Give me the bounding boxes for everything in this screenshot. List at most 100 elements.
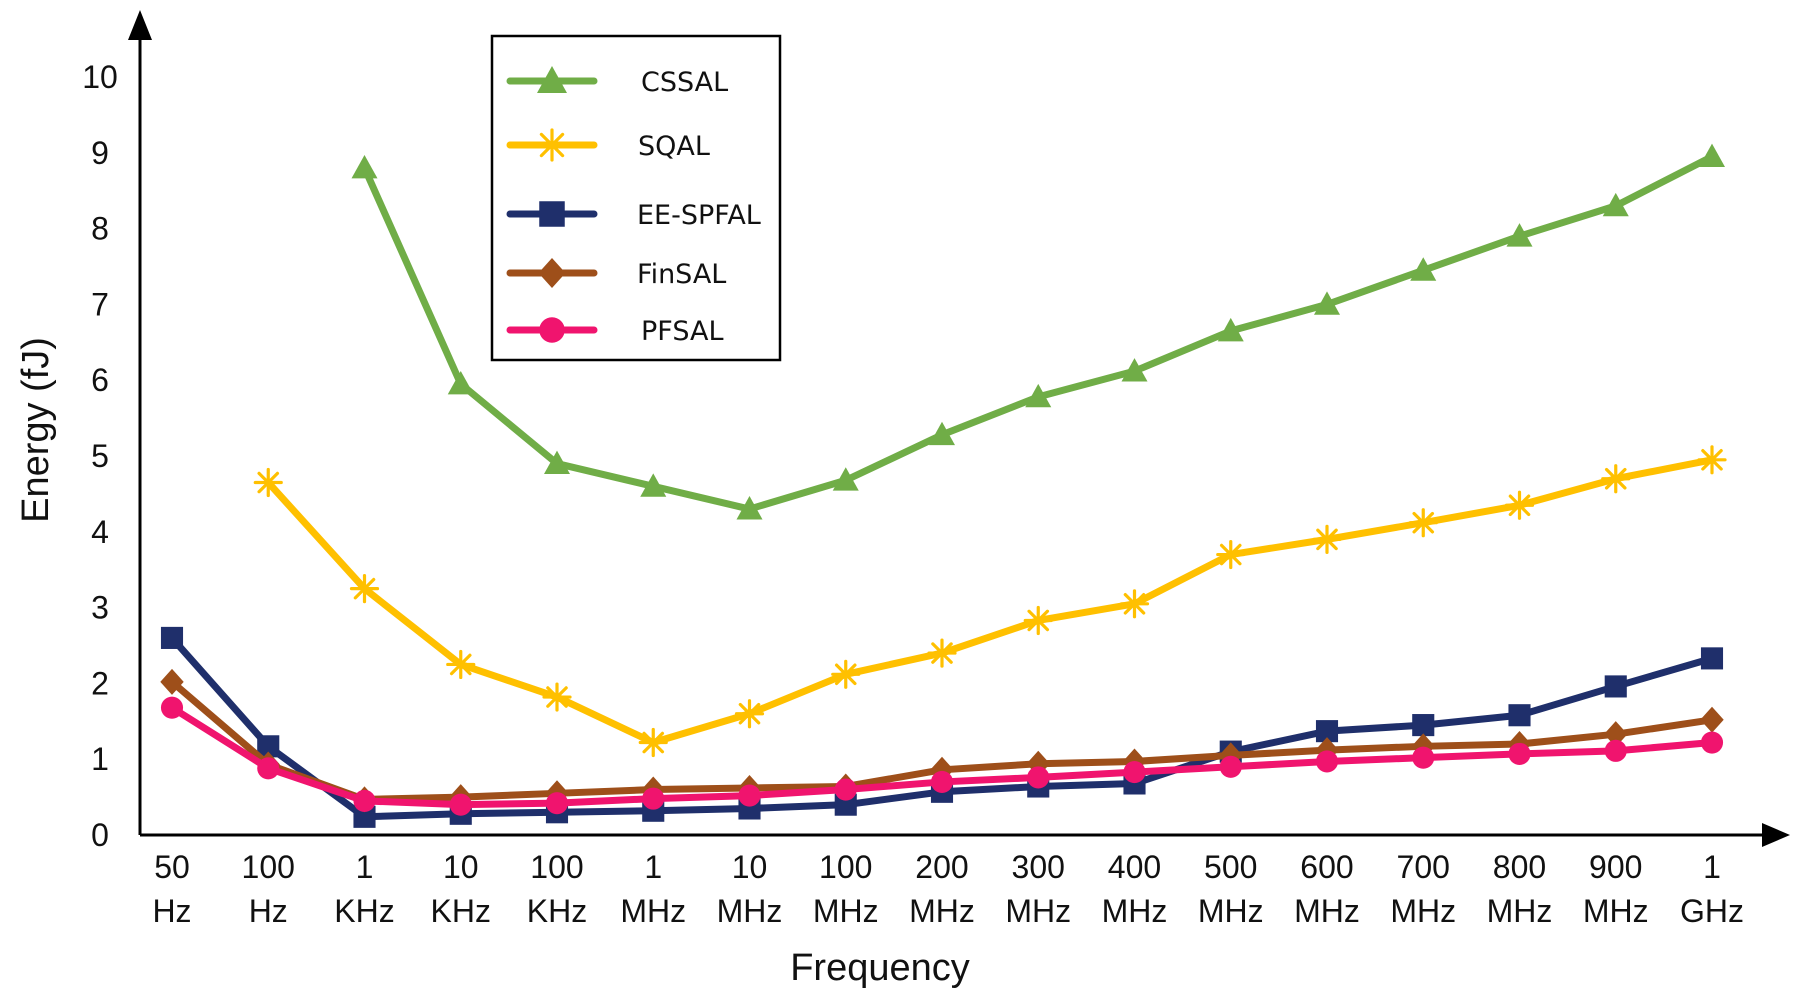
- data-point: [1604, 675, 1627, 698]
- x-tick-label: 1 KHz: [334, 849, 394, 929]
- legend-label: EE-SPFAL: [637, 200, 761, 231]
- axes: [128, 10, 1790, 847]
- legend-marker: [539, 201, 565, 227]
- x-tick-label-unit: MHz: [1294, 893, 1360, 929]
- data-point: [542, 682, 572, 712]
- legend-item: EE-SPFAL: [506, 200, 761, 231]
- series-cssal: [351, 143, 1725, 520]
- x-tick-label-value: 700: [1397, 849, 1450, 885]
- legend-marker: [535, 128, 569, 162]
- x-tick-label: 500 MHz: [1198, 849, 1264, 929]
- data-point: [353, 805, 376, 828]
- data-point: [1410, 257, 1437, 281]
- data-point: [1315, 720, 1339, 743]
- data-point: [257, 735, 280, 758]
- x-tick-label: 10 KHz: [431, 849, 491, 929]
- data-point: [1602, 192, 1629, 217]
- data-point: [638, 727, 668, 758]
- legend-label: SQAL: [638, 131, 710, 162]
- x-tick-label-unit: MHz: [1198, 893, 1264, 929]
- data-point: [1219, 755, 1242, 778]
- data-point: [1604, 721, 1628, 748]
- data-point: [1315, 750, 1339, 773]
- x-tick-label-value: 10: [443, 849, 479, 885]
- series-pfsal: [160, 696, 1724, 816]
- data-point: [1123, 761, 1146, 784]
- y-tick-label: 3: [91, 590, 109, 626]
- x-tick-label-value: 100: [530, 849, 583, 885]
- data-point: [1604, 739, 1627, 762]
- x-tick-label-unit: MHz: [620, 893, 686, 929]
- y-tick-label: 7: [91, 286, 109, 322]
- data-point: [1314, 291, 1340, 315]
- x-tick-label-unit: KHz: [527, 893, 587, 929]
- data-point: [351, 154, 378, 179]
- y-tick-label: 8: [91, 211, 109, 247]
- y-tick-label: 2: [91, 665, 109, 701]
- data-point: [1312, 524, 1342, 554]
- data-point: [1412, 714, 1435, 737]
- x-tick-label-value: 300: [1012, 849, 1065, 885]
- data-point: [1506, 223, 1533, 247]
- data-point: [545, 792, 569, 815]
- y-tick-label: 9: [91, 135, 109, 171]
- x-tick-label-unit: MHz: [717, 893, 783, 929]
- data-point: [544, 450, 570, 474]
- x-tick-label: 400 MHz: [1102, 849, 1168, 929]
- x-tick-label: 50 Hz: [152, 849, 191, 929]
- x-tick-label-value: 200: [915, 849, 968, 885]
- series-layer: [160, 143, 1727, 828]
- data-point: [446, 649, 476, 680]
- data-point: [160, 696, 184, 719]
- data-point: [831, 659, 861, 689]
- x-tick-label-value: 50: [154, 849, 190, 885]
- data-point: [834, 778, 857, 801]
- x-tick-label: 1 GHz: [1680, 849, 1744, 929]
- x-tick-label-unit: MHz: [1005, 893, 1071, 929]
- x-tick-label: 800 MHz: [1487, 849, 1553, 929]
- legend-item: FinSAL: [506, 258, 726, 290]
- x-tick-label: 100 MHz: [813, 849, 879, 929]
- x-tick-label-unit: MHz: [1583, 893, 1649, 929]
- legend-label: PFSAL: [641, 316, 724, 347]
- x-tick-label-unit: MHz: [1390, 893, 1456, 929]
- x-tick-label: 10 MHz: [717, 849, 783, 929]
- data-point: [257, 757, 280, 780]
- y-tick-label: 4: [91, 514, 109, 550]
- data-point: [1216, 539, 1246, 570]
- data-point: [1119, 589, 1150, 619]
- data-point: [642, 787, 665, 810]
- data-point: [1504, 490, 1535, 520]
- legend-marker: [539, 317, 565, 343]
- data-point: [738, 784, 761, 807]
- legend-label: CSSAL: [641, 67, 728, 98]
- x-tick-label-unit: MHz: [1102, 893, 1168, 929]
- x-tick-label-unit: Hz: [249, 893, 288, 929]
- x-tick-label-value: 100: [819, 849, 872, 885]
- data-point: [253, 467, 283, 498]
- y-tick-label: 10: [82, 59, 118, 95]
- x-tick-label-value: 400: [1108, 849, 1161, 885]
- data-point: [834, 793, 857, 816]
- legend-box: [490, 34, 782, 362]
- x-tick-label-unit: Hz: [152, 893, 191, 929]
- x-tick-label: 600 MHz: [1294, 849, 1360, 929]
- x-axis-arrowhead: [1762, 823, 1790, 847]
- data-point: [736, 496, 763, 520]
- x-tick-label-value: 100: [242, 849, 295, 885]
- y-axis-title: Energy (fJ): [15, 337, 57, 523]
- x-tick-label-value: 500: [1204, 849, 1257, 885]
- y-axis-arrowhead: [128, 10, 152, 40]
- data-point: [353, 789, 376, 812]
- data-point: [1217, 317, 1244, 342]
- legend: CSSAL SQAL EE-SPFAL FinSAL PFSAL: [490, 34, 782, 362]
- x-tick-label-value: 1: [644, 849, 662, 885]
- x-tick-label-value: 900: [1589, 849, 1642, 885]
- y-tick-label: 6: [91, 362, 109, 398]
- data-point: [1700, 731, 1724, 754]
- x-tick-label-value: 600: [1300, 849, 1353, 885]
- data-point: [160, 626, 184, 649]
- data-point: [1700, 647, 1724, 670]
- x-tick-label-unit: GHz: [1680, 893, 1744, 929]
- x-tick-label: 900 MHz: [1583, 849, 1649, 929]
